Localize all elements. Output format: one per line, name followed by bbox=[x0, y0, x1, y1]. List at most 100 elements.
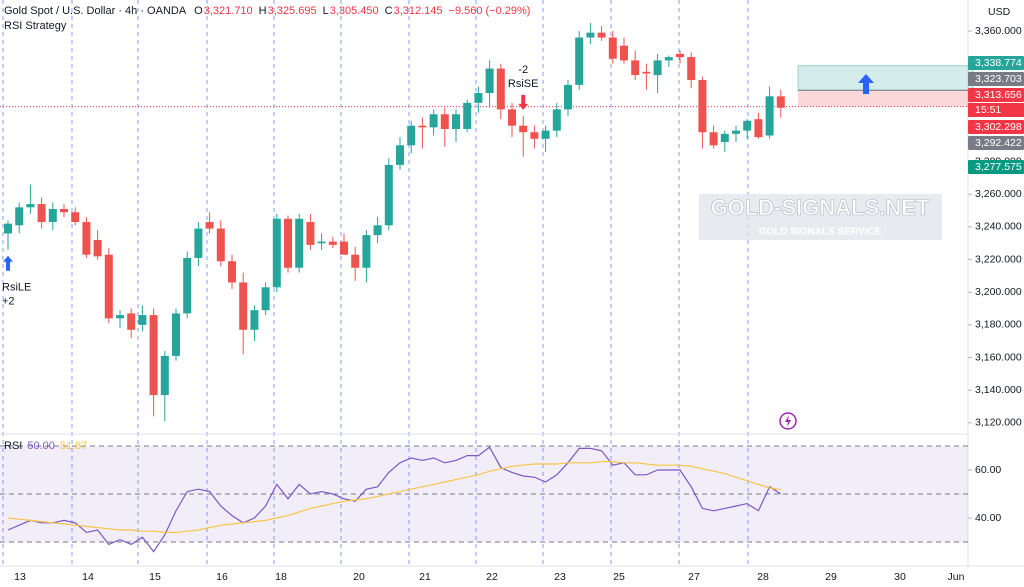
price-tag-label: 3,277.575 bbox=[975, 161, 1022, 173]
candle-body bbox=[295, 218, 304, 268]
candle-body bbox=[116, 315, 124, 319]
candle-body bbox=[373, 225, 382, 236]
signal-qty: -2 bbox=[518, 64, 528, 76]
ohlc-key: L bbox=[323, 5, 329, 17]
candle-body bbox=[15, 207, 24, 226]
price-tag bbox=[968, 160, 1024, 174]
candle-body bbox=[452, 114, 460, 129]
rsi-legend: 50.00 bbox=[27, 440, 55, 452]
candle-body bbox=[172, 313, 180, 356]
y-tick-label: 3,140.000 bbox=[975, 384, 1022, 396]
x-tick-label: 18 bbox=[275, 571, 287, 583]
x-tick-label: 25 bbox=[613, 571, 625, 583]
candle-body bbox=[205, 222, 214, 229]
candle-body bbox=[127, 313, 136, 330]
candle-body bbox=[407, 125, 416, 146]
y-tick-label: 3,220.000 bbox=[975, 253, 1022, 265]
candle-body bbox=[429, 114, 438, 128]
candle-body bbox=[496, 68, 505, 110]
candle-body bbox=[564, 84, 572, 110]
signal-label: RsiLE bbox=[2, 282, 31, 294]
x-tick-label: Jun bbox=[948, 571, 965, 583]
candle-body bbox=[317, 241, 326, 244]
rsi-band bbox=[0, 446, 968, 542]
target-zone bbox=[797, 65, 974, 91]
candle-body bbox=[60, 208, 68, 213]
candle-body bbox=[328, 241, 337, 245]
candle-body bbox=[284, 218, 292, 268]
candle-body bbox=[362, 235, 371, 268]
rsi-line bbox=[7, 461, 781, 534]
x-tick-label: 29 bbox=[825, 571, 837, 583]
signal-label: RsiSE bbox=[508, 78, 539, 90]
lightning-icon[interactable] bbox=[779, 412, 797, 430]
ohlc-key: C bbox=[385, 5, 393, 17]
candle-body bbox=[474, 93, 483, 103]
stop-zone bbox=[798, 90, 973, 107]
y-tick-label: 40.00 bbox=[975, 512, 1001, 524]
signal-arrow bbox=[518, 94, 529, 110]
x-tick-label: 28 bbox=[757, 571, 769, 583]
candle-body bbox=[48, 208, 57, 223]
candle-body bbox=[642, 71, 651, 74]
currency-label: USD bbox=[988, 6, 1011, 18]
y-tick-label: 3,180.000 bbox=[975, 319, 1022, 331]
change: −9.560 (−0.29%) bbox=[449, 5, 531, 17]
price-tag bbox=[968, 136, 1024, 150]
x-tick-label: 22 bbox=[486, 571, 498, 583]
watermark-box bbox=[699, 194, 942, 240]
y-tick-label: 3,240.000 bbox=[975, 221, 1022, 233]
x-tick-label: 21 bbox=[419, 571, 431, 583]
candle-body bbox=[608, 37, 617, 59]
candle-body bbox=[743, 120, 752, 131]
lightning-glyph bbox=[785, 415, 791, 427]
price-tag-label: 3,302.298 bbox=[975, 121, 1022, 133]
ohlc-value: 3,305.450 bbox=[330, 5, 379, 17]
price-tag-label: 3,338.774 bbox=[975, 57, 1022, 69]
x-tick-label: 30 bbox=[894, 571, 906, 583]
candle-body bbox=[216, 228, 225, 262]
candle-body bbox=[160, 355, 169, 396]
candle-body bbox=[261, 287, 270, 311]
candle-body bbox=[597, 32, 606, 38]
candle-body bbox=[138, 315, 147, 325]
ohlc-value: 3,321.710 bbox=[204, 5, 253, 17]
x-tick-label: 14 bbox=[82, 571, 94, 583]
price-tag-label: 3,313.656 bbox=[975, 89, 1022, 101]
candle-body bbox=[754, 119, 763, 138]
candle-body bbox=[351, 254, 360, 268]
candle-body bbox=[485, 68, 494, 94]
candle-body bbox=[440, 114, 449, 129]
ohlc-key: O bbox=[194, 5, 203, 17]
ohlc-value: 3,325.695 bbox=[268, 5, 317, 17]
candle-body bbox=[586, 32, 595, 38]
candle-body bbox=[384, 164, 393, 226]
candle-body bbox=[508, 109, 516, 126]
candle-body bbox=[250, 310, 259, 330]
watermark-title: GOLD-SIGNALS.NET bbox=[711, 195, 930, 220]
x-tick-label: 16 bbox=[216, 571, 228, 583]
candle-body bbox=[26, 204, 35, 208]
candle-body bbox=[4, 223, 12, 234]
long-arrow bbox=[858, 74, 874, 94]
rsi-legend: RSI bbox=[4, 440, 22, 452]
ohlc-key: H bbox=[259, 5, 267, 17]
candle-body bbox=[194, 228, 203, 258]
candle-body bbox=[149, 315, 158, 396]
candle-body bbox=[37, 204, 46, 223]
y-tick-label: 60.00 bbox=[975, 464, 1001, 476]
price-tag bbox=[968, 72, 1024, 86]
candle-body bbox=[709, 132, 718, 146]
price-tag bbox=[968, 88, 1024, 102]
x-tick-label: 15 bbox=[149, 571, 161, 583]
candle-body bbox=[620, 45, 628, 61]
y-tick-label: 3,120.000 bbox=[975, 417, 1022, 429]
candle-body bbox=[653, 60, 662, 76]
price-tag bbox=[968, 120, 1024, 134]
candle-body bbox=[676, 53, 684, 58]
x-tick-label: 23 bbox=[554, 571, 566, 583]
signal-arrow bbox=[3, 255, 13, 271]
candle-body bbox=[519, 125, 528, 133]
x-tick-label: 20 bbox=[353, 571, 365, 583]
